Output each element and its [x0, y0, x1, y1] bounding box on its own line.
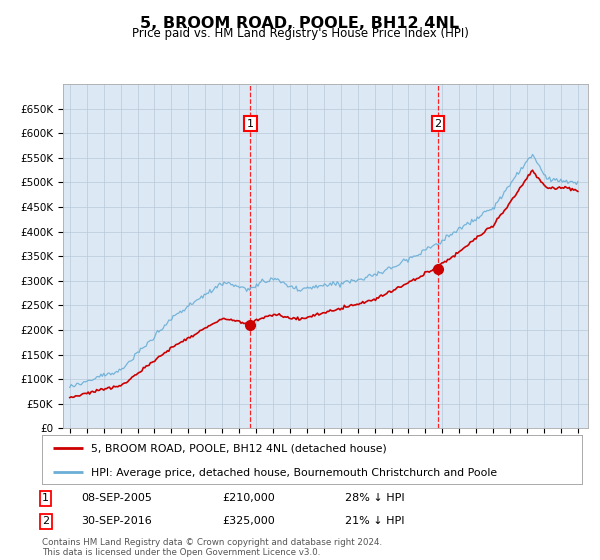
Text: 30-SEP-2016: 30-SEP-2016 — [81, 516, 152, 526]
Text: 1: 1 — [42, 493, 49, 503]
Text: 2: 2 — [434, 119, 442, 129]
Text: 2: 2 — [42, 516, 49, 526]
Text: 5, BROOM ROAD, POOLE, BH12 4NL (detached house): 5, BROOM ROAD, POOLE, BH12 4NL (detached… — [91, 444, 386, 454]
Text: £210,000: £210,000 — [222, 493, 275, 503]
Text: £325,000: £325,000 — [222, 516, 275, 526]
Text: 21% ↓ HPI: 21% ↓ HPI — [345, 516, 404, 526]
Text: 5, BROOM ROAD, POOLE, BH12 4NL: 5, BROOM ROAD, POOLE, BH12 4NL — [140, 16, 460, 31]
Text: 1: 1 — [247, 119, 254, 129]
Text: Contains HM Land Registry data © Crown copyright and database right 2024.
This d: Contains HM Land Registry data © Crown c… — [42, 538, 382, 557]
Text: 08-SEP-2005: 08-SEP-2005 — [81, 493, 152, 503]
Text: 28% ↓ HPI: 28% ↓ HPI — [345, 493, 404, 503]
Text: HPI: Average price, detached house, Bournemouth Christchurch and Poole: HPI: Average price, detached house, Bour… — [91, 468, 497, 478]
Text: Price paid vs. HM Land Registry's House Price Index (HPI): Price paid vs. HM Land Registry's House … — [131, 27, 469, 40]
